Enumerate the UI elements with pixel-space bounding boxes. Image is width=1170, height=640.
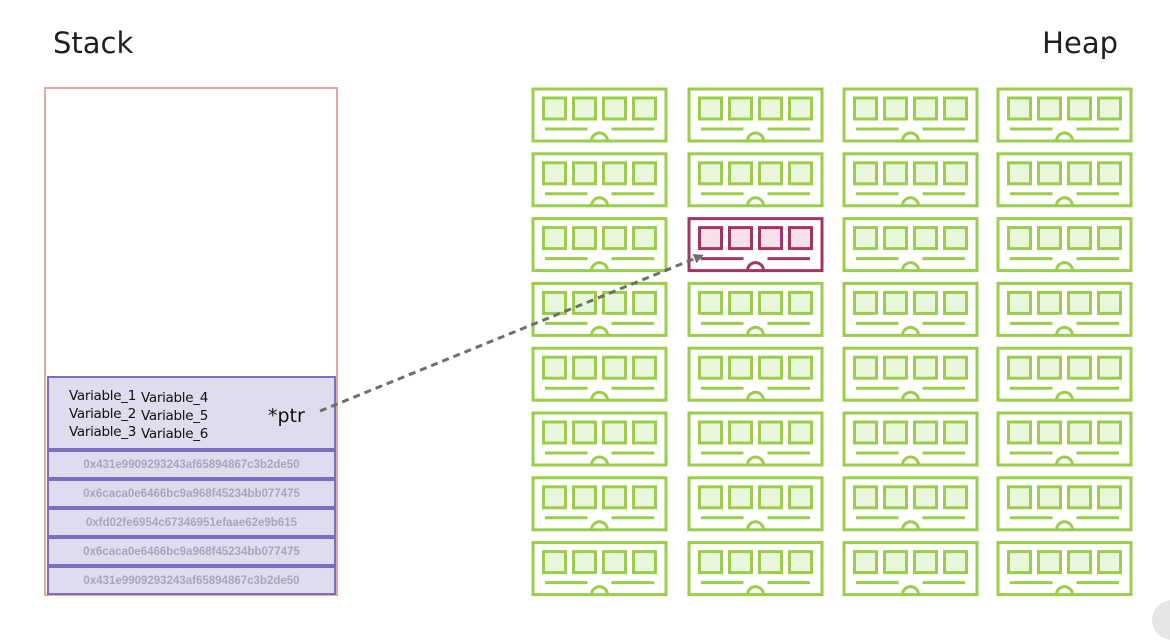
heap-block <box>842 476 979 532</box>
variable-label: Variable_2 <box>69 406 136 422</box>
heap-block <box>531 541 668 597</box>
heap-block <box>531 87 668 143</box>
stack-address-row: 0x431e9909293243af65894867c3b2de50 <box>47 566 336 595</box>
stack-address-row: 0x431e9909293243af65894867c3b2de50 <box>47 450 336 479</box>
heap-block <box>687 152 824 208</box>
heap-block <box>842 411 979 467</box>
heap-block <box>996 411 1133 467</box>
heap-block <box>531 476 668 532</box>
stack-title: Stack <box>53 26 134 60</box>
heap-block <box>687 541 824 597</box>
heap-block <box>531 411 668 467</box>
heap-block <box>996 281 1133 337</box>
stack-address-row: 0x6caca0e6466bc9a968f45234bb077475 <box>47 537 336 566</box>
heap-block <box>996 346 1133 402</box>
heap-block <box>687 411 824 467</box>
variable-label: Variable_3 <box>69 424 136 440</box>
heap-block <box>842 152 979 208</box>
heap-block <box>842 346 979 402</box>
heap-block <box>531 152 668 208</box>
heap-title: Heap <box>1042 26 1118 60</box>
heap-block <box>996 87 1133 143</box>
heap-block <box>842 541 979 597</box>
heap-block <box>842 281 979 337</box>
heap-block <box>687 281 824 337</box>
heap-block <box>842 217 979 273</box>
heap-block <box>842 87 979 143</box>
heap-block <box>687 476 824 532</box>
variable-label: Variable_4 <box>141 390 208 406</box>
heap-block <box>687 87 824 143</box>
heap-block <box>687 346 824 402</box>
heap-block <box>996 152 1133 208</box>
variable-label: Variable_6 <box>141 426 208 442</box>
heap-block <box>531 281 668 337</box>
pointer-label: *ptr <box>268 405 305 427</box>
stack-address-row: 0xfd02fe6954c67346951efaae62e9b615 <box>47 508 336 537</box>
variable-label: Variable_5 <box>141 408 208 424</box>
heap-block <box>531 346 668 402</box>
heap-block <box>996 476 1133 532</box>
stack-address-row: 0x6caca0e6466bc9a968f45234bb077475 <box>47 479 336 508</box>
heap-grid <box>531 87 1133 597</box>
heap-block <box>996 541 1133 597</box>
heap-block-highlighted <box>687 217 824 273</box>
variable-label: Variable_1 <box>69 388 136 404</box>
heap-block <box>996 217 1133 273</box>
stack-frame-current <box>47 376 336 450</box>
heap-block <box>531 217 668 273</box>
